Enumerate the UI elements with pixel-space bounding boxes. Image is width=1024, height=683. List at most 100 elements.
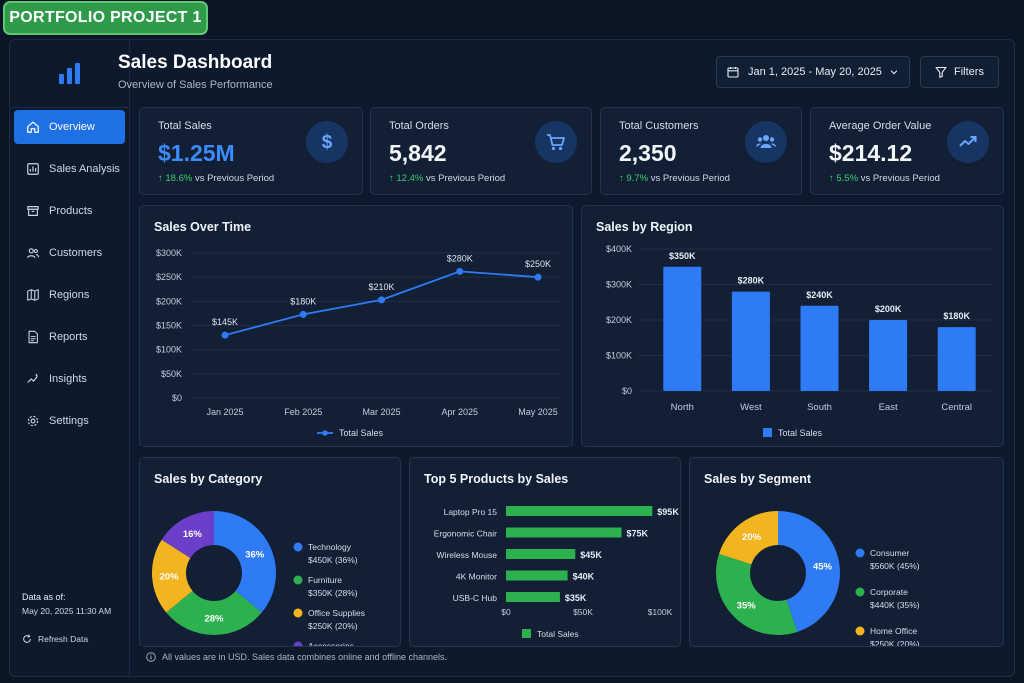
legend-name: Consumer bbox=[870, 548, 909, 558]
legend-marker bbox=[322, 430, 328, 436]
data-point bbox=[456, 267, 464, 275]
legend-marker bbox=[293, 608, 303, 618]
panel-title: Sales by Segment bbox=[704, 472, 811, 486]
as-of-label: Data as of: bbox=[22, 592, 66, 602]
top-products-chart: Laptop Pro 15 $95K Ergonomic Chair $75K Wire… bbox=[434, 506, 679, 639]
footnote-text: All values are in USD. Sales data combin… bbox=[162, 652, 448, 662]
legend-detail: $250K (20%) bbox=[870, 639, 920, 646]
as-of-value: May 20, 2025 11:30 AM bbox=[22, 606, 112, 616]
logo bbox=[10, 40, 129, 108]
kpi-delta-value: ↑ 5.5% bbox=[829, 173, 859, 184]
kpi-label: Total Sales bbox=[158, 120, 212, 132]
data-label: $95K bbox=[657, 507, 679, 517]
chart-icon bbox=[27, 163, 39, 175]
sales-by-category-panel: Sales by Category 36% 28% 20% 16% Technology… bbox=[139, 457, 401, 647]
legend-marker bbox=[855, 587, 865, 597]
info-icon bbox=[146, 652, 156, 662]
filters-label: Filters bbox=[954, 66, 984, 78]
panel-title: Top 5 Products by Sales bbox=[424, 472, 569, 486]
slice-label: 20% bbox=[742, 532, 762, 543]
refresh-icon bbox=[23, 634, 31, 643]
sidebar-nav: Overview Sales Analysis Products Custome… bbox=[14, 110, 125, 446]
data-label: $250K bbox=[525, 259, 551, 269]
sidebar-item-regions[interactable]: Regions bbox=[14, 278, 125, 312]
y-tick-label: 4K Monitor bbox=[456, 572, 497, 582]
x-tick-label: West bbox=[740, 402, 762, 413]
filter-icon bbox=[935, 66, 947, 78]
x-tick-label: South bbox=[807, 402, 832, 413]
kpi-delta: ↑ 18.6% vs Previous Period bbox=[158, 173, 274, 184]
footnote: All values are in USD. Sales data combin… bbox=[146, 652, 447, 662]
sidebar-item-overview[interactable]: Overview bbox=[14, 110, 125, 144]
filters-button[interactable]: Filters bbox=[920, 56, 999, 88]
y-tick-label: Wireless Mouse bbox=[437, 550, 498, 560]
kpi-card-total-orders: Total Orders 5,842 ↑ 12.4% vs Previous P… bbox=[370, 107, 592, 195]
x-tick-label: $0 bbox=[501, 607, 511, 617]
data-label: $210K bbox=[368, 282, 394, 292]
slice-label: 28% bbox=[204, 614, 224, 625]
bar bbox=[663, 266, 702, 391]
svg-text:$: $ bbox=[322, 132, 333, 153]
data-label: $180K bbox=[943, 311, 970, 321]
kpi-value: $214.12 bbox=[829, 140, 913, 166]
date-range-picker[interactable]: Jan 1, 2025 - May 20, 2025 bbox=[716, 56, 910, 88]
data-point bbox=[221, 331, 229, 339]
kpi-delta-text: vs Previous Period bbox=[194, 173, 275, 184]
users-icon bbox=[27, 248, 40, 259]
sales-by-region-chart: $0 $100K $200K $300K $400K $350K North $280K Wes… bbox=[606, 244, 992, 438]
cart-icon bbox=[547, 134, 565, 151]
refresh-button[interactable]: Refresh Data bbox=[22, 632, 111, 646]
y-tick-label: $200K bbox=[606, 315, 632, 325]
y-tick-label: $300K bbox=[156, 248, 182, 258]
bar bbox=[731, 291, 770, 391]
sidebar-item-customers[interactable]: Customers bbox=[14, 236, 125, 270]
bar bbox=[506, 549, 576, 559]
gear-icon bbox=[27, 415, 39, 427]
kpi-card-total-customers: Total Customers 2,350 ↑ 9.7% vs Previous… bbox=[600, 107, 802, 195]
sidebar-item-label: Products bbox=[49, 205, 93, 217]
legend-marker bbox=[855, 548, 865, 558]
kpi-label: Total Customers bbox=[619, 120, 699, 132]
y-tick-label: USB-C Hub bbox=[453, 593, 498, 603]
sidebar-item-sales-analysis[interactable]: Sales Analysis bbox=[14, 152, 125, 186]
page-subtitle: Overview of Sales Performance bbox=[118, 79, 273, 91]
kpi-icon-wrap bbox=[947, 121, 989, 163]
y-tick-label: $100K bbox=[156, 345, 182, 355]
portfolio-badge: PORTFOLIO PROJECT 1 bbox=[3, 1, 208, 35]
panel-title: Sales by Category bbox=[154, 472, 263, 486]
kpi-delta: ↑ 9.7% vs Previous Period bbox=[619, 173, 730, 184]
x-tick-label: East bbox=[879, 402, 898, 413]
sales-over-time-chart: $0 $50K $100K $150K $200K $250K $300K Jan 2025 F… bbox=[156, 248, 560, 438]
sidebar-item-label: Sales Analysis bbox=[49, 163, 120, 175]
legend-marker bbox=[293, 641, 303, 646]
kpi-card-total-sales: Total Sales $1.25M ↑ 18.6% vs Previous P… bbox=[139, 107, 363, 195]
legend-name: Home Office bbox=[870, 626, 917, 636]
sidebar-item-label: Settings bbox=[49, 415, 89, 427]
data-point bbox=[378, 296, 385, 304]
legend-marker bbox=[293, 575, 303, 585]
sidebar-item-settings[interactable]: Settings bbox=[14, 404, 125, 438]
sidebar-item-products[interactable]: Products bbox=[14, 194, 125, 228]
legend-name: Accessories bbox=[308, 641, 354, 646]
data-label: $350K bbox=[669, 251, 696, 261]
legend-detail: $560K (45%) bbox=[870, 561, 920, 571]
top-products-panel: Top 5 Products by Sales Laptop Pro 15 $95… bbox=[409, 457, 681, 647]
legend-label: Total Sales bbox=[778, 428, 823, 438]
bar bbox=[800, 305, 839, 391]
chevron-down-icon bbox=[890, 70, 898, 75]
sales-by-region-panel: Sales by Region $0 $100K $200K $300K $400K $3… bbox=[581, 205, 1004, 447]
sidebar-item-insights[interactable]: Insights bbox=[14, 362, 125, 396]
home-icon bbox=[27, 121, 39, 133]
donut-slice bbox=[166, 590, 262, 635]
data-label: $45K bbox=[580, 550, 602, 560]
y-tick-label: Laptop Pro 15 bbox=[444, 507, 498, 517]
sidebar-item-reports[interactable]: Reports bbox=[14, 320, 125, 354]
kpi-delta: ↑ 12.4% vs Previous Period bbox=[389, 173, 505, 184]
document-icon bbox=[28, 330, 38, 344]
x-tick-label: $50K bbox=[573, 607, 593, 617]
sales-by-segment-panel: Sales by Segment 45% 35% 20% Consumer $560K … bbox=[689, 457, 1004, 647]
bar-chart-logo-icon bbox=[58, 62, 80, 84]
legend-detail: $350K (28%) bbox=[308, 588, 358, 598]
bar bbox=[937, 327, 976, 391]
kpi-value: $1.25M bbox=[158, 140, 235, 166]
